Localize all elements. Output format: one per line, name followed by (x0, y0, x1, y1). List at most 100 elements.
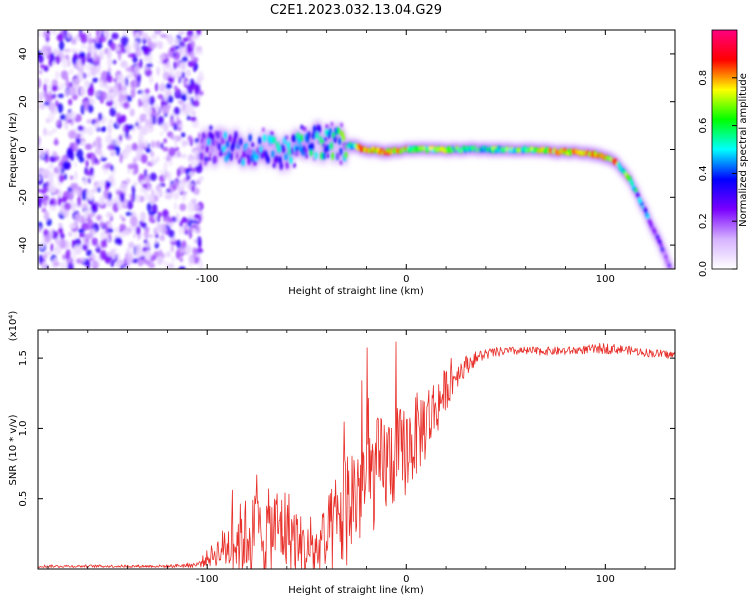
spectrogram-noise-blob (135, 122, 139, 127)
spectrogram-trace-blob (671, 274, 674, 279)
spectrogram-noise-blob (96, 214, 103, 221)
spectrogram-y-tick-label: -20 (18, 189, 29, 205)
spectrogram-noise-blob (160, 142, 164, 150)
spectrogram-noise-blob (197, 132, 202, 140)
spectrogram-noise-blob (179, 203, 187, 212)
spectrogram-noise-blob (173, 202, 178, 211)
spectrogram-noise-blob (195, 163, 203, 174)
spectrogram-noise-blob (117, 49, 122, 61)
spectrogram-noise-blob (155, 140, 161, 149)
spectrogram-trace-blob (341, 134, 345, 143)
spectrogram-noise-blob (127, 124, 134, 131)
spectrogram-noise-blob (68, 222, 77, 229)
spectrogram-noise-blob (137, 143, 144, 151)
spectrogram-trace-blob (337, 152, 340, 158)
spectrogram-noise-blob (59, 205, 64, 215)
spectrogram-noise-blob (191, 198, 197, 204)
spectrogram-noise-blob (96, 64, 101, 75)
spectrogram-noise-blob (58, 40, 65, 52)
spectrogram-noise-blob (150, 150, 155, 158)
spectrogram-noise-blob (84, 80, 90, 88)
snr-y-multiplier: (x10⁴) (8, 311, 19, 342)
spectrogram-noise-blob (88, 207, 92, 215)
spectrogram-trace-blob (242, 150, 246, 158)
spectrogram-trace-blob (300, 124, 304, 130)
spectrogram-noise-blob (87, 218, 94, 229)
spectrogram-noise-blob (149, 42, 157, 50)
spectrogram-noise-blob (61, 57, 69, 69)
spectrogram-noise-blob (86, 249, 93, 257)
spectrogram-noise-blob (147, 195, 155, 203)
spectrogram-trace-blob (218, 130, 222, 139)
spectrogram-noise-blob (38, 196, 44, 205)
spectrogram-noise-blob (179, 153, 188, 159)
spectrogram-noise-blob (193, 161, 199, 167)
spectrogram-noise-blob (177, 168, 181, 178)
spectrogram-noise-blob (133, 232, 137, 239)
spectrogram-noise-blob (196, 236, 202, 246)
spectrogram-noise-blob (38, 77, 42, 89)
spectrogram-noise-blob (77, 228, 85, 234)
spectrogram-noise-blob (99, 250, 107, 261)
spectrogram-noise-blob (66, 149, 74, 159)
spectrogram-noise-blob (186, 36, 190, 42)
spectrogram-noise-blob (192, 66, 197, 73)
spectrogram-trace-blob (289, 156, 293, 164)
spectrogram-noise-blob (77, 133, 81, 138)
spectrogram-noise-blob (43, 83, 48, 94)
spectrogram-noise-blob (171, 216, 177, 223)
spectrogram-noise-blob (181, 195, 186, 202)
spectrogram-trace-blob (673, 275, 676, 280)
spectrogram-noise-blob (110, 248, 115, 258)
spectrogram-noise-blob (178, 30, 185, 36)
spectrogram-noise-blob (103, 189, 109, 200)
spectrogram-noise-blob (191, 105, 196, 115)
spectrogram-trace-blob (305, 153, 309, 159)
spectrogram-noise-blob (120, 35, 129, 47)
spectrogram-noise-blob (42, 254, 48, 259)
spectrogram-noise-blob (187, 201, 195, 213)
spectrogram-noise-blob (77, 196, 82, 207)
spectrogram-trace-blob (203, 138, 207, 147)
snr-content (38, 341, 675, 569)
spectrogram-noise-blob (137, 73, 141, 83)
spectrogram-trace-blob (325, 128, 329, 137)
spectrogram-noise-blob (43, 186, 48, 193)
spectrogram-noise-blob (190, 159, 195, 169)
spectrogram-noise-blob (105, 30, 110, 40)
spectrogram-trace-blob (317, 125, 322, 133)
spectrogram-noise-blob (146, 123, 155, 134)
spectrogram-noise-blob (156, 66, 160, 76)
spectrogram-trace-core (199, 121, 676, 280)
spectrogram-trace-blob (322, 142, 325, 148)
spectrogram-trace-blob (292, 134, 296, 143)
colorbar-tick-label: 0.0 (698, 261, 709, 277)
spectrogram-noise-blob (80, 32, 88, 44)
spectrogram-noise-blob (123, 229, 131, 236)
spectrogram-trace-blob (286, 141, 291, 150)
snr-x-tick-label: 100 (596, 574, 615, 585)
spectrogram-trace-blob (293, 162, 296, 168)
spectrogram-noise-blob (93, 52, 98, 61)
spectrogram-trace-blob (279, 162, 283, 170)
snr-x-label: Height of straight line (km) (288, 585, 424, 596)
spectrogram-trace-blob (235, 152, 239, 160)
spectrogram-trace-blob (288, 147, 292, 156)
spectrogram-trace-blob (261, 149, 265, 158)
spectrogram-noise-blob (145, 148, 152, 154)
spectrogram-trace-blob (251, 142, 255, 148)
spectrogram-noise-blob (198, 176, 204, 182)
spectrogram-trace-blob (272, 136, 276, 144)
spectrogram-noise-blob (156, 255, 164, 265)
spectrogram-noise-blob (159, 223, 163, 234)
spectrogram-noise-blob (64, 202, 72, 211)
spectrogram-trace-blob (212, 140, 216, 146)
spectrogram-noise-blob (87, 85, 95, 97)
spectrogram-noise-blob (63, 30, 68, 37)
spectrogram-noise-blob (139, 211, 147, 222)
spectrogram-noise-blob (108, 119, 114, 124)
spectrogram-noise-blob (64, 122, 68, 131)
spectrogram-noise-blob (190, 219, 198, 225)
spectrogram-noise-blob (86, 126, 94, 136)
spectrogram-trace-blob (278, 156, 282, 164)
